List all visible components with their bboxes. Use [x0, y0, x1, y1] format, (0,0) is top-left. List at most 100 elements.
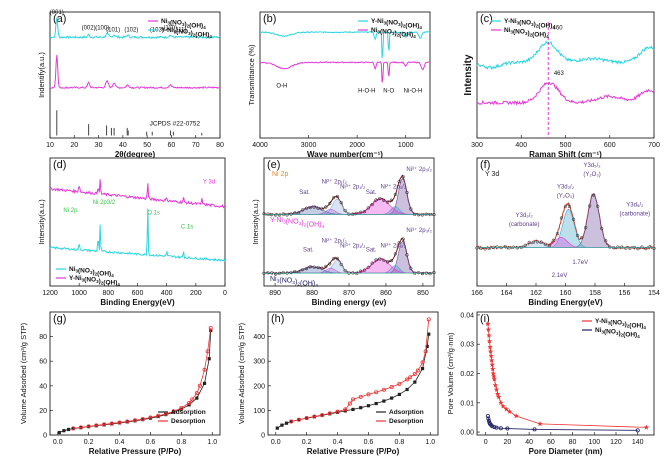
raw-data-point [555, 231, 560, 236]
legend-entry-label: Y-Ni3(NO3)2(OH)4 [69, 275, 120, 287]
annotation-label: (100) [95, 26, 109, 32]
raw-data-point [316, 265, 320, 270]
panel-letter: (b) [263, 13, 276, 25]
x-tick-label: 160 [560, 290, 572, 297]
raw-data-point [539, 240, 544, 244]
plot-frame [476, 311, 655, 436]
y-axis-label: Intensity(a.u.) [251, 199, 260, 245]
raw-data-point [328, 201, 332, 206]
data-point [194, 391, 199, 396]
panel-title-label: Y 3d [485, 171, 499, 178]
data-point [110, 422, 114, 426]
x-axis-label: Binding energy (ev) [312, 298, 387, 307]
annotation-label: Y3d₅/₂ [584, 163, 602, 169]
data-point [494, 425, 499, 430]
legend-entry-label: Ni3(NO3)2(OH)4 [69, 266, 114, 278]
raw-data-point [428, 272, 432, 276]
annotation-label: Ni³⁺ 2p₁/₂ [340, 184, 366, 191]
y-tick-label: 0.03 [460, 342, 474, 349]
raw-data-point [285, 213, 289, 217]
raw-data-point [324, 264, 328, 269]
data-point [289, 419, 294, 424]
y-tick-label: 40 [39, 383, 47, 390]
raw-data-point [397, 241, 401, 245]
data-point [312, 414, 317, 419]
y-axis-label: Indentify(a.u.) [37, 52, 46, 98]
data-point [374, 390, 379, 395]
data-point [164, 412, 168, 417]
raw-data-point [579, 236, 584, 240]
data-point [187, 401, 192, 406]
data-point [397, 381, 402, 386]
series-line-1 [49, 54, 221, 90]
data-point [413, 380, 417, 384]
annotation-label: H-O-H [358, 89, 375, 95]
raw-data-point [644, 247, 648, 251]
x-tick-label: 860 [380, 290, 392, 297]
raw-data-point [270, 213, 274, 217]
y-tick-label: 0.00 [460, 430, 474, 437]
x-axis-label: Raman Shift (cm⁻¹) [529, 150, 602, 159]
raw-data-point [475, 246, 479, 250]
raw-data-point [389, 258, 394, 263]
annotation-label: (111) [173, 28, 186, 34]
raw-data-point [378, 196, 382, 201]
y-tick-label: 20 [39, 408, 47, 415]
annotation-label: C 1s [181, 224, 193, 230]
annotation-label: N-O [383, 89, 394, 95]
annotation-label: O-H [276, 84, 287, 90]
raw-data-point [592, 193, 596, 197]
series-line-1 [476, 81, 655, 106]
x-tick-label: 1200 [42, 290, 58, 297]
annotation-label: Ni³⁺ 2p₁/₂ [340, 243, 366, 250]
data-point [492, 382, 499, 388]
x-axis-label: Wave number(cm⁻¹) [307, 150, 383, 159]
legend: Adsorption Desorption [376, 409, 424, 425]
x-tick-label: 1.0 [207, 439, 217, 446]
y-axis-label: Intensity(a.u.) [37, 199, 46, 245]
data-point [489, 361, 495, 367]
data-point [320, 413, 325, 418]
panel-letter: (h) [271, 313, 284, 325]
data-point [140, 417, 145, 422]
annotation-label: Ni-O-H [404, 89, 423, 95]
data-point [643, 424, 650, 430]
series-line-0 [259, 30, 431, 58]
x-tick-label: 60 [168, 142, 176, 149]
data-point [498, 399, 504, 406]
series-line-0 [49, 179, 226, 209]
data-point [405, 387, 409, 392]
x-tick-label: 80 [569, 439, 577, 446]
raw-data-point [563, 204, 568, 208]
annotation-label: Y3d₃/₂ [557, 185, 575, 191]
panel-letter: (f) [480, 159, 490, 171]
y-tick-label: 0 [261, 433, 265, 440]
panel-d: (d) 1200 1000 800 600 400 200 0 Binding Energy(e… [37, 157, 227, 307]
raw-data-point [339, 201, 343, 205]
raw-data-point [277, 213, 282, 217]
raw-data-point [343, 268, 347, 273]
plot-frame [49, 157, 226, 287]
data-point [489, 357, 495, 363]
x-tick-label: 300 [471, 142, 483, 149]
x-axis-label: Pore Diameter (nm) [529, 447, 603, 456]
raw-data-point [370, 202, 374, 207]
raw-data-point [636, 247, 640, 251]
raw-data-point [262, 211, 266, 216]
raw-data-point [366, 206, 370, 210]
data-point [94, 423, 99, 428]
data-point [415, 368, 420, 373]
plot-frame [49, 11, 221, 139]
data-point [327, 411, 332, 416]
y-tick-label: 400 [253, 334, 265, 341]
raw-data-point [300, 268, 305, 272]
panel-letter: (i) [480, 313, 490, 325]
raw-data-point [374, 198, 378, 202]
x-tick-label: 0.8 [394, 439, 404, 446]
x-tick-label: 400 [515, 142, 527, 149]
legend-entry-label: Y-Ni3(NO3)2(OH)4 [161, 27, 212, 39]
annotation-label: 460 [553, 26, 564, 32]
x-tick-label: 40 [119, 142, 127, 149]
data-point [190, 397, 195, 402]
